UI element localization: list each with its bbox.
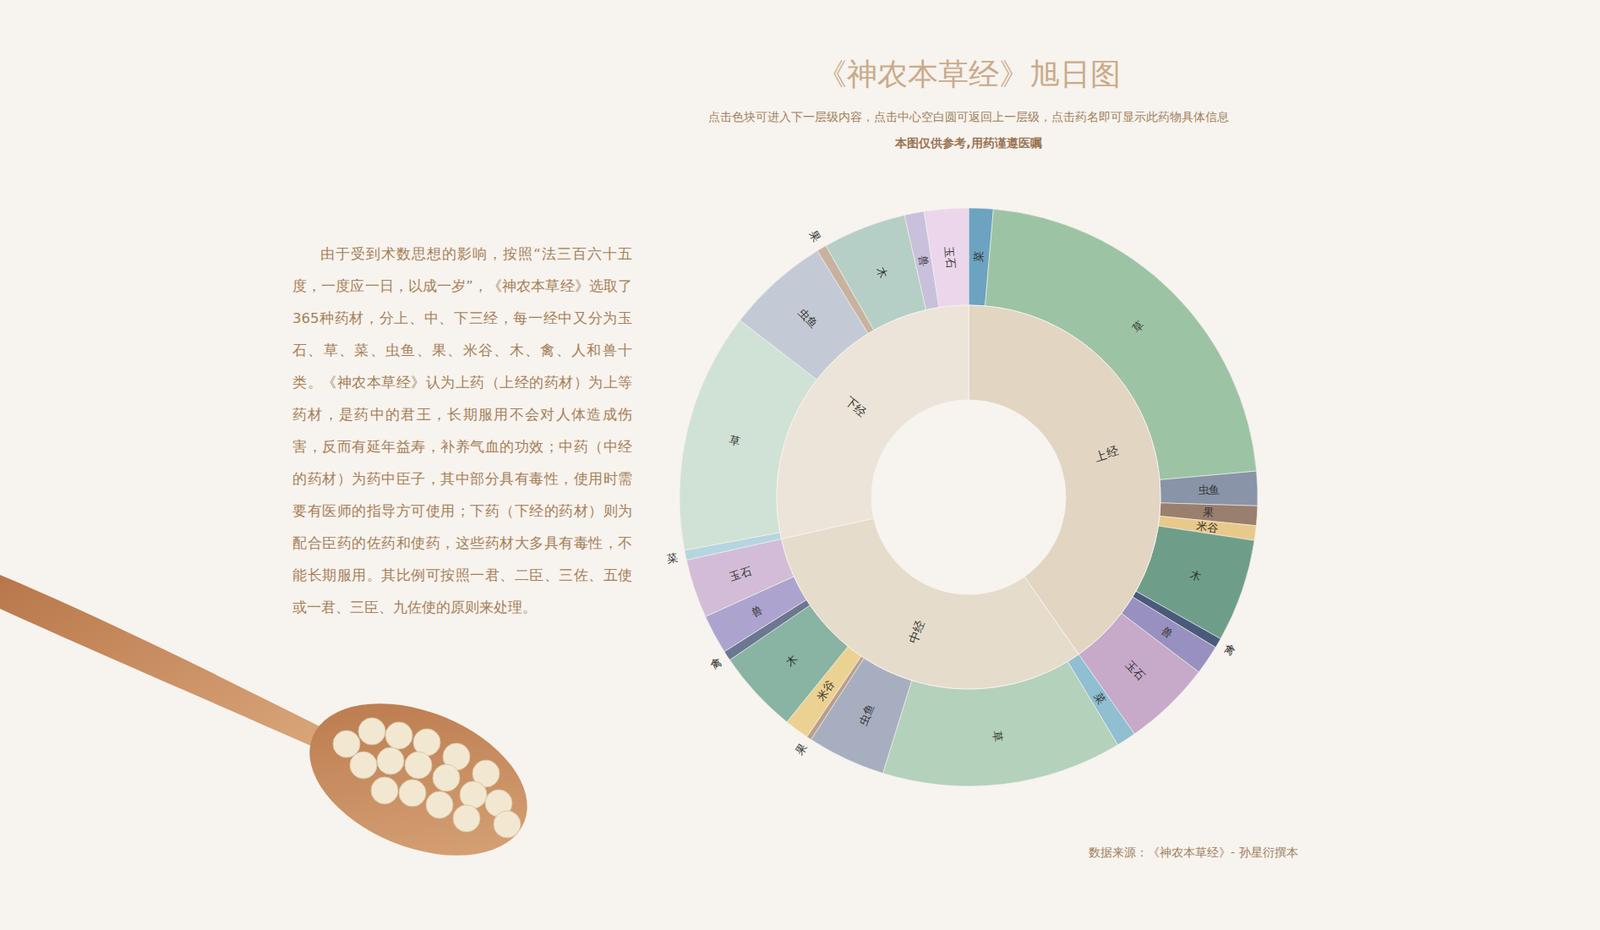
outer-label: 虫鱼: [856, 702, 878, 728]
sunburst-labels: 菜草虫鱼果米谷木禽兽玉石上经菜草虫鱼果米谷木禽兽玉石中经菜草虫鱼果木兽玉石下经: [665, 228, 1238, 758]
outer-label: 玉石: [727, 563, 753, 583]
seed: [493, 810, 521, 838]
outer-label: 木: [1188, 567, 1203, 583]
sunburst: [679, 207, 1258, 787]
seed: [432, 764, 460, 792]
outer-label: 兽: [916, 254, 931, 268]
seed: [453, 804, 481, 832]
note: 本图仅供参考,用药谨遵医嘱: [715, 136, 1223, 152]
outer-label: 草: [1130, 317, 1147, 335]
outer-label: 虫鱼: [1197, 483, 1220, 497]
outer-label: 菜: [972, 251, 986, 263]
inner-label: 上经: [1092, 443, 1120, 465]
seed: [358, 717, 386, 745]
seed: [459, 780, 487, 809]
spoon-handle: [0, 574, 322, 748]
spoon-bowl: [287, 673, 550, 885]
source: 数据来源：《神农本草经》- 孙星衍撰本: [1088, 845, 1299, 861]
center-hole[interactable]: [872, 400, 1065, 594]
outer-label: 兽: [1159, 623, 1176, 641]
description: 由于受到术数思想的影响，按照“法三百六十五度，一度应一日，以成一岁”，《神农本草…: [292, 238, 633, 624]
outer-label: 兽: [748, 602, 765, 619]
title: 《神农本草经》旭日图: [715, 54, 1223, 96]
canvas: 菜草虫鱼果米谷木禽兽玉石上经菜草虫鱼果米谷木禽兽玉石中经菜草虫鱼果木兽玉石下经: [0, 0, 1600, 930]
outer-label: 果: [792, 741, 810, 758]
outer-slice[interactable]: [923, 207, 969, 308]
outer-label: 虫鱼: [796, 305, 821, 331]
outer-label: 草: [990, 729, 1005, 743]
outer-label: 禽: [1222, 641, 1239, 659]
outer-label: 木: [783, 651, 801, 669]
subtitle: 点击色块可进入下一层级内容，点击中心空白圆可返回上一层级，点击药名即可显示此药物…: [630, 109, 1307, 126]
seed: [376, 747, 405, 775]
outer-label: 果: [1202, 505, 1215, 519]
inner-label: 中经: [906, 617, 928, 645]
seed: [425, 791, 454, 819]
seed: [349, 751, 377, 779]
seed: [385, 721, 413, 749]
seed: [404, 751, 432, 779]
outer-slice[interactable]: [1159, 470, 1258, 506]
outer-label: 木: [873, 265, 891, 281]
outer-label: 米谷: [1195, 518, 1219, 535]
outer-label: 果: [806, 228, 824, 245]
outer-label: 禽: [707, 655, 724, 672]
outer-label: 玉石: [943, 245, 958, 269]
outer-label: 米谷: [813, 677, 838, 704]
outer-label: 草: [727, 432, 742, 448]
outer-label: 玉石: [1123, 657, 1148, 683]
seed: [398, 779, 426, 807]
outer-label: 菜: [665, 550, 679, 565]
outer-label: 菜: [1091, 690, 1109, 707]
inner-label: 下经: [842, 393, 870, 420]
spoon-decoration: [0, 574, 550, 885]
seed: [371, 776, 399, 804]
